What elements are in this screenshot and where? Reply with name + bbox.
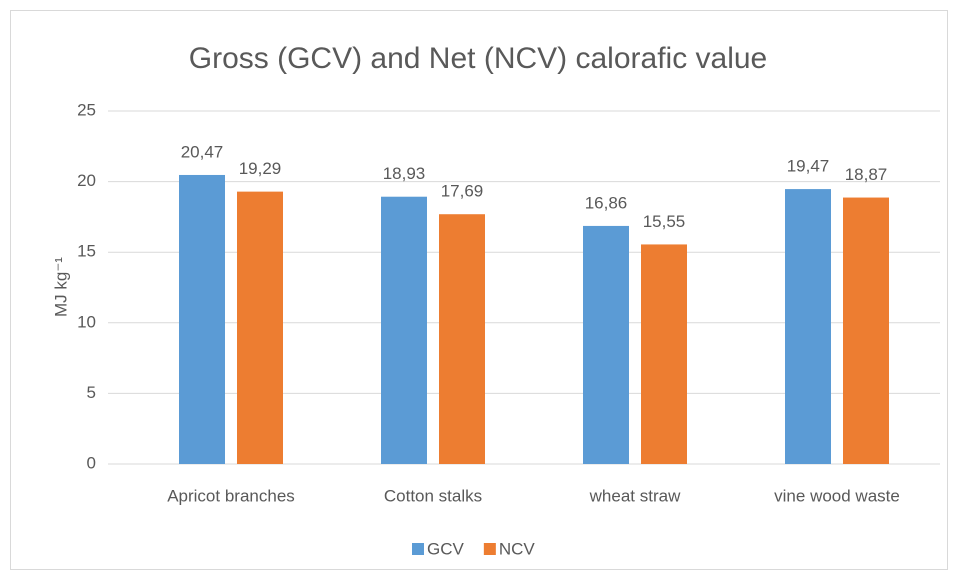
data-label: 19,29 (239, 159, 282, 178)
y-tick-label: 20 (77, 171, 96, 190)
data-label: 18,87 (845, 165, 888, 184)
x-tick-label: wheat straw (589, 486, 681, 505)
bar (439, 214, 485, 464)
legend-label: NCV (499, 539, 536, 558)
bar (583, 225, 629, 464)
legend-swatch (412, 543, 424, 555)
x-tick-label: Apricot branches (167, 486, 295, 505)
y-tick-label: 15 (77, 242, 96, 261)
bar (237, 191, 283, 465)
legend-label: GCV (427, 539, 465, 558)
legend-swatch (483, 543, 496, 555)
y-axis-label: MJ kg⁻¹ (51, 257, 70, 317)
x-tick-label: Cotton stalks (384, 486, 482, 505)
data-label: 18,93 (383, 164, 426, 183)
bar (843, 197, 889, 464)
y-tick-label: 0 (87, 453, 96, 472)
data-label: 19,47 (787, 157, 830, 176)
data-label: 17,69 (441, 182, 484, 201)
data-label: 16,86 (585, 193, 628, 212)
y-tick-label: 25 (77, 100, 96, 119)
data-label: 20,47 (181, 142, 224, 161)
chart-title: Gross (GCV) and Net (NCV) calorafic valu… (189, 42, 768, 75)
bar (381, 196, 427, 464)
bar (785, 189, 831, 464)
bar (641, 244, 687, 464)
y-tick-label: 5 (87, 383, 96, 402)
y-tick-label: 10 (77, 312, 96, 331)
bar (179, 174, 225, 464)
data-label: 15,55 (643, 212, 686, 231)
x-tick-label: vine wood waste (774, 486, 900, 505)
